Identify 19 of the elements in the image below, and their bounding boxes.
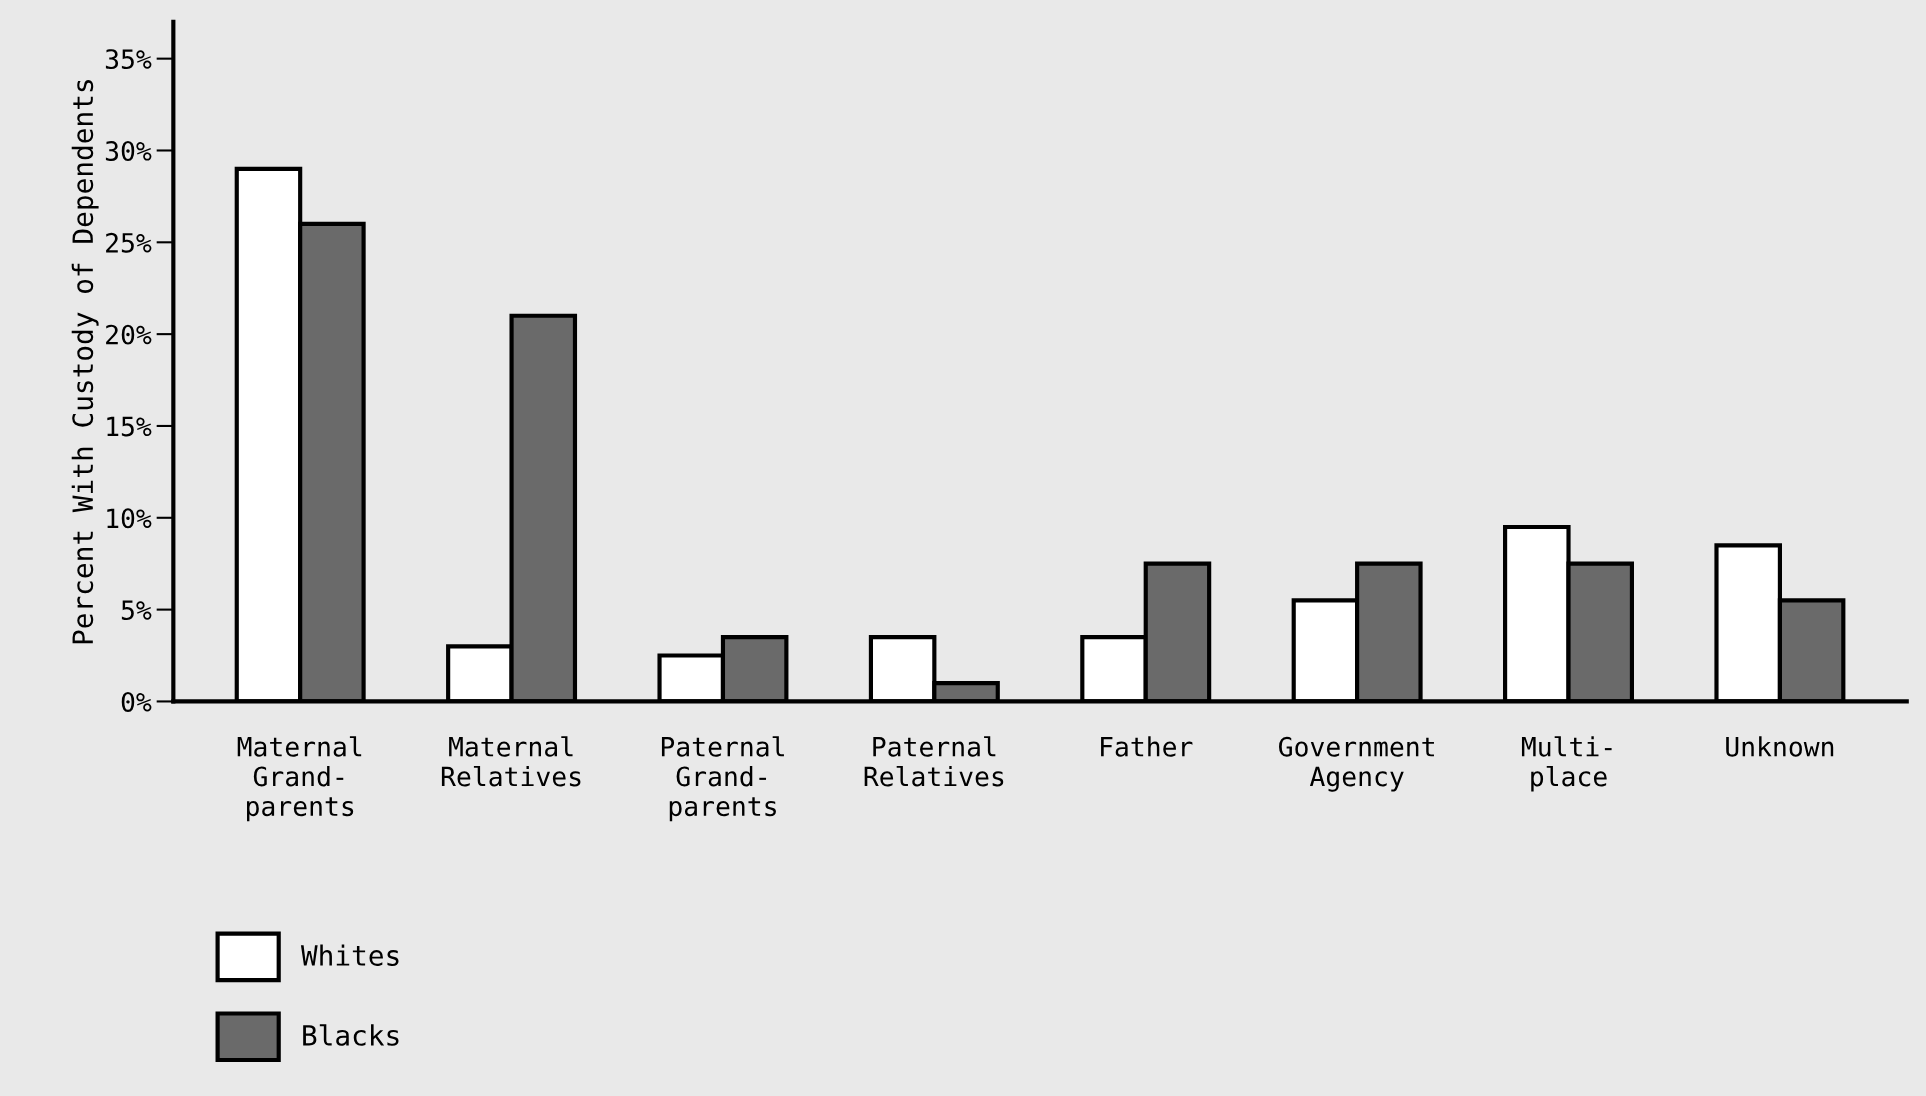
y-tick-label: 15% (107, 416, 152, 437)
y-axis-title: Percent With Custody of Dependents (71, 80, 99, 644)
y-tick-label: 10% (107, 508, 152, 529)
y-tick-label: 20% (106, 324, 152, 345)
y-tick-label: 25% (106, 232, 152, 253)
x-tick-label: Maternal Relatives (441, 736, 581, 787)
legend-label: Blacks (303, 1024, 399, 1046)
x-tick-label: Maternal Grand- parents (237, 736, 362, 822)
x-tick-label: Paternal Relatives (864, 736, 1004, 787)
y-tick-label: 35% (105, 49, 152, 70)
x-tick-label: Father (1101, 736, 1193, 757)
x-tick-label: Government Agency (1279, 736, 1434, 792)
y-tick-label: 0% (121, 691, 152, 712)
x-tick-label: Multi- place (1521, 736, 1612, 792)
x-tick-label: Unknown (1726, 736, 1834, 757)
x-tick-label: Paternal Grand- parents (661, 736, 784, 822)
legend-label: Whites (300, 944, 399, 966)
y-tick-label: 5% (121, 600, 152, 621)
y-tick-label: 30% (105, 140, 152, 161)
